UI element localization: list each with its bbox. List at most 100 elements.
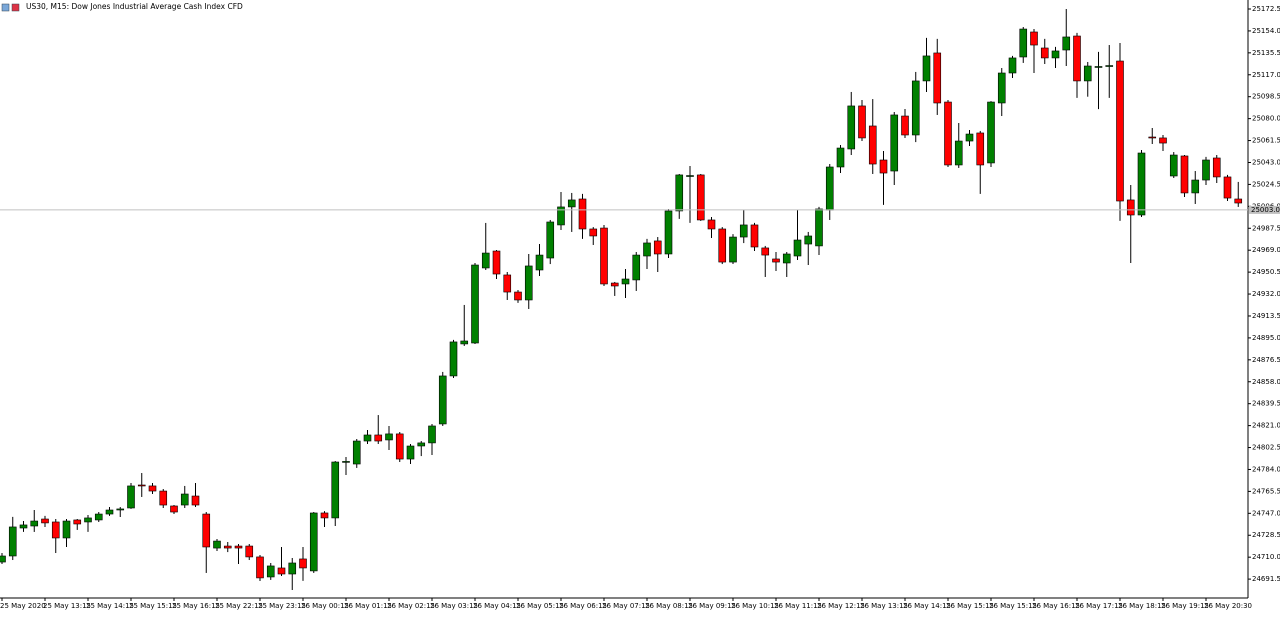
candle-body <box>954 140 963 166</box>
candle-body <box>890 114 899 172</box>
candle-body <box>288 562 297 575</box>
candle-body <box>1030 31 1038 46</box>
x-tick-label: 26 May 11:15 <box>774 602 822 610</box>
y-tick-label: 24969.0 <box>1252 246 1280 254</box>
y-tick-label: 24821.0 <box>1252 422 1280 430</box>
candle-body <box>191 495 200 506</box>
x-tick-label: 26 May 18:15 <box>1118 602 1166 610</box>
candle-body <box>19 524 28 529</box>
candle-body <box>1148 136 1157 139</box>
candle-body <box>664 210 673 255</box>
y-tick-label: 25172.5 <box>1252 5 1280 13</box>
candle-body <box>858 105 866 139</box>
y-tick-label: 25135.5 <box>1252 49 1280 57</box>
x-tick-label: 26 May 14:15 <box>903 602 951 610</box>
candle-body <box>750 224 759 248</box>
candle-body <box>1040 47 1049 59</box>
x-tick-label: 26 May 07:15 <box>602 602 650 610</box>
candle-body <box>0 555 6 563</box>
candle-body <box>1073 35 1081 82</box>
candle-body <box>1126 199 1135 216</box>
candle-body <box>707 219 716 230</box>
candle-body <box>8 526 17 557</box>
y-tick-label: 25024.5 <box>1252 180 1280 188</box>
y-tick-label: 24765.5 <box>1252 487 1280 495</box>
y-tick-label: 25043.0 <box>1252 158 1280 166</box>
candle-body <box>428 425 436 444</box>
y-tick-label: 24802.5 <box>1252 444 1280 452</box>
y-tick-label: 24987.5 <box>1252 224 1280 232</box>
candle-body <box>987 101 995 164</box>
y-tick-label: 24950.5 <box>1252 268 1280 276</box>
candle-body <box>1223 176 1232 199</box>
candle-body <box>815 208 823 247</box>
candle-body <box>352 440 361 465</box>
candle-body <box>1083 65 1092 82</box>
candle-body <box>686 175 694 177</box>
candle-body <box>417 442 426 447</box>
y-tick-label: 25154.0 <box>1252 27 1280 35</box>
candle-body <box>1116 60 1124 202</box>
candle-body <box>331 461 340 519</box>
candle-body <box>1008 57 1017 74</box>
candle-body <box>589 228 598 237</box>
candle-body <box>309 512 318 572</box>
candle-body <box>965 133 974 142</box>
x-tick-label: 26 May 09:15 <box>688 602 736 610</box>
candle-body <box>234 545 243 549</box>
candle-body <box>202 513 211 548</box>
x-tick-label: 25 May 14:15 <box>86 602 134 610</box>
candle-body <box>524 265 533 301</box>
x-tick-label: 25 May 16:15 <box>172 602 220 610</box>
x-tick-label: 26 May 13:15 <box>860 602 908 610</box>
candle-body <box>363 434 372 442</box>
candle-body <box>116 508 125 511</box>
candle-body <box>256 556 264 579</box>
candle-body <box>299 558 307 569</box>
candle-body <box>772 258 780 263</box>
candle-body <box>223 545 232 549</box>
candle-body <box>718 228 727 263</box>
candle-body <box>578 198 587 230</box>
y-tick-label: 25080.0 <box>1252 115 1280 123</box>
candle-body <box>395 433 404 460</box>
candle-body <box>481 252 490 269</box>
x-tick-label: 26 May 16:15 <box>1032 602 1080 610</box>
candle-body <box>1234 198 1243 204</box>
y-tick-label: 24932.0 <box>1252 290 1280 298</box>
candle-body <box>696 174 705 221</box>
candle-body <box>245 545 254 558</box>
candle-body <box>793 239 802 257</box>
candle-body <box>213 540 221 549</box>
x-tick-label: 26 May 00:15 <box>301 602 349 610</box>
candle-body <box>94 513 103 521</box>
candle-body <box>1019 28 1028 58</box>
x-tick-label: 26 May 02:15 <box>387 602 435 610</box>
candle-body <box>847 105 856 150</box>
x-tick-label: 26 May 10:15 <box>731 602 779 610</box>
candle-body <box>1159 137 1167 144</box>
y-tick-label: 25061.5 <box>1252 137 1280 145</box>
candle-body <box>1202 159 1210 181</box>
candle-body <box>976 132 985 166</box>
candle-body <box>739 224 748 238</box>
price-label-box <box>1249 205 1280 214</box>
candle-body <box>804 235 813 245</box>
y-tick-label: 25117.0 <box>1252 71 1280 79</box>
candle-body <box>385 433 393 441</box>
y-tick-label: 24913.5 <box>1252 312 1280 320</box>
candle-body <box>266 565 275 578</box>
chart-title: US30, M15: Dow Jones Industrial Average … <box>26 2 243 11</box>
x-tick-label: 26 May 08:15 <box>645 602 693 610</box>
candle-body <box>761 247 770 256</box>
x-tick-label: 26 May 05:15 <box>516 602 564 610</box>
candle-body <box>911 80 920 136</box>
candle-body <box>374 434 383 442</box>
candle-body <box>503 274 512 293</box>
candle-body <box>997 72 1006 104</box>
candle-body <box>406 445 415 460</box>
x-tick-label: 25 May 2020 <box>0 602 46 610</box>
candle-body <box>901 115 909 136</box>
